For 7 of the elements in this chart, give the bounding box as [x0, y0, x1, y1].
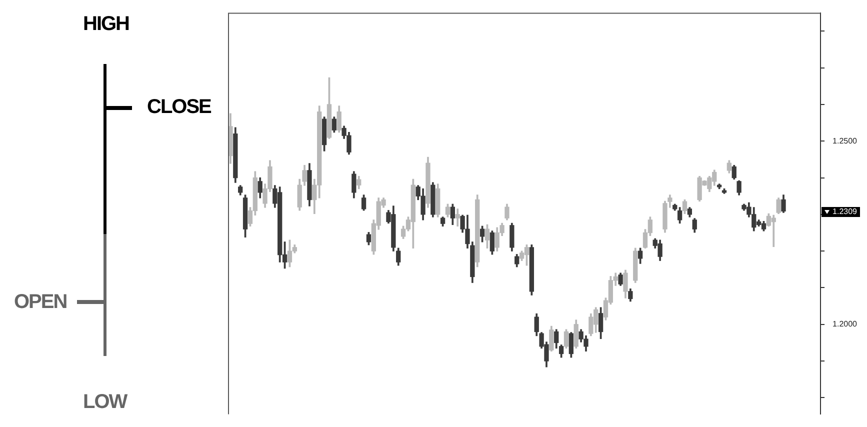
text: CLOSE	[147, 96, 211, 118]
y-tick-label: 1.2000	[832, 320, 858, 329]
y-tick-label: 1.2500	[832, 136, 858, 146]
text: HIGH	[83, 13, 129, 35]
text: OPEN	[14, 291, 67, 313]
text: 1.2309	[832, 207, 858, 216]
text: LOW	[83, 391, 127, 413]
